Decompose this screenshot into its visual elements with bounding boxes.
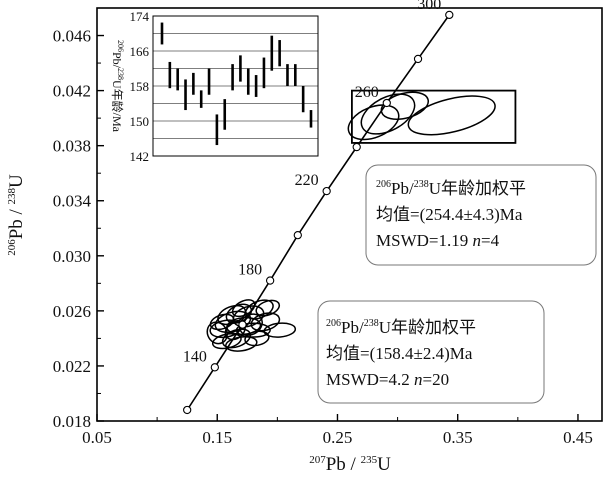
x-tick-label: 0.35 — [443, 428, 473, 447]
young-ellipse-group — [206, 299, 297, 352]
y-axis: 0.018 0.022 0.026 0.030 0.034 0.038 0.042 0.046 — [53, 27, 104, 431]
plot-frame — [96, 7, 603, 422]
inset-y-axis: 142 150 158 166 174 — [130, 9, 150, 164]
x-tick-label: 0.25 — [323, 428, 353, 447]
inset-tick-label: 174 — [130, 9, 150, 24]
age-marker — [352, 142, 361, 152]
y-tick-label: 0.030 — [53, 247, 91, 266]
y-axis-title: 206Pb / 238U — [6, 174, 27, 256]
age-label: 300 — [417, 0, 441, 13]
inset-chart: 142 150 158 166 174 206Pb/238U年龄/Ma — [110, 9, 319, 164]
young-ellipse — [250, 312, 281, 332]
y-tick-label: 0.034 — [53, 192, 92, 211]
annotation-young-line3: MSWD=4.2 n=20 — [326, 370, 449, 389]
age-marker — [210, 363, 219, 372]
inset-tick-label: 158 — [130, 79, 150, 94]
young-ellipse — [217, 304, 247, 326]
y-tick-label: 0.042 — [53, 82, 91, 101]
old-ellipse — [360, 93, 416, 135]
age-label: 260 — [355, 84, 379, 101]
y-tick-label: 0.038 — [53, 137, 91, 156]
age-marker — [238, 320, 247, 329]
age-label: 140 — [183, 348, 207, 365]
young-ellipse — [225, 336, 258, 352]
x-tick-label: 0.15 — [202, 428, 232, 447]
y-tick-label: 0.026 — [53, 302, 91, 321]
x-tick-label: 0.45 — [563, 428, 593, 447]
age-marker — [293, 230, 302, 240]
young-ellipse — [255, 299, 281, 317]
old-ellipse — [407, 95, 496, 136]
concordia-age-marks: 140 180 220 260 300 — [183, 0, 454, 415]
old-ellipse — [380, 91, 430, 120]
x-axis-title: 207Pb / 235U — [309, 454, 391, 475]
age-marker — [413, 54, 423, 64]
y-tick-label: 0.022 — [53, 357, 91, 376]
old-ellipse-group — [347, 91, 496, 141]
inset-tick-label: 150 — [130, 114, 150, 129]
age-marker — [265, 276, 275, 285]
age-marker — [445, 10, 454, 20]
age-marker — [382, 98, 391, 108]
annotation-young-line1: 206Pb/238U年龄加权平 — [326, 318, 476, 337]
young-ellipse — [231, 299, 256, 318]
annotation-old-line3: MSWD=1.19 n=4 — [376, 231, 500, 250]
annotation-young-line2: 均值=(158.4±2.4)Ma — [326, 344, 473, 363]
annotation-young-box — [317, 300, 545, 404]
young-ellipse — [235, 322, 271, 338]
old-data-box — [351, 89, 517, 144]
annotation-old-line1: 206Pb/238U年龄加权平 — [376, 179, 526, 198]
x-tick-label: 0.05 — [82, 428, 112, 447]
annotation-old-line2: 均值=(254.4±4.3)Ma — [376, 205, 523, 224]
age-label: 220 — [295, 172, 319, 189]
annotation-old-box — [365, 164, 597, 266]
y-tick-label: 0.018 — [53, 412, 91, 431]
inset-error-bars — [160, 22, 313, 146]
age-marker — [183, 405, 192, 415]
young-ellipse — [238, 313, 263, 336]
inset-y-axis-title: 206Pb/238U年龄/Ma — [110, 40, 125, 133]
x-axis: 0.05 0.15 0.25 0.35 0.45 — [82, 414, 593, 447]
young-ellipse — [209, 313, 235, 331]
inset-gridlines — [153, 33, 318, 139]
y-tick-label: 0.046 — [53, 27, 91, 46]
age-marker — [322, 186, 331, 196]
inset-tick-label: 166 — [130, 44, 150, 59]
concordia-curve — [186, 14, 450, 411]
young-ellipse — [244, 330, 270, 347]
inset-tick-label: 142 — [130, 149, 150, 164]
age-label: 180 — [238, 262, 262, 279]
